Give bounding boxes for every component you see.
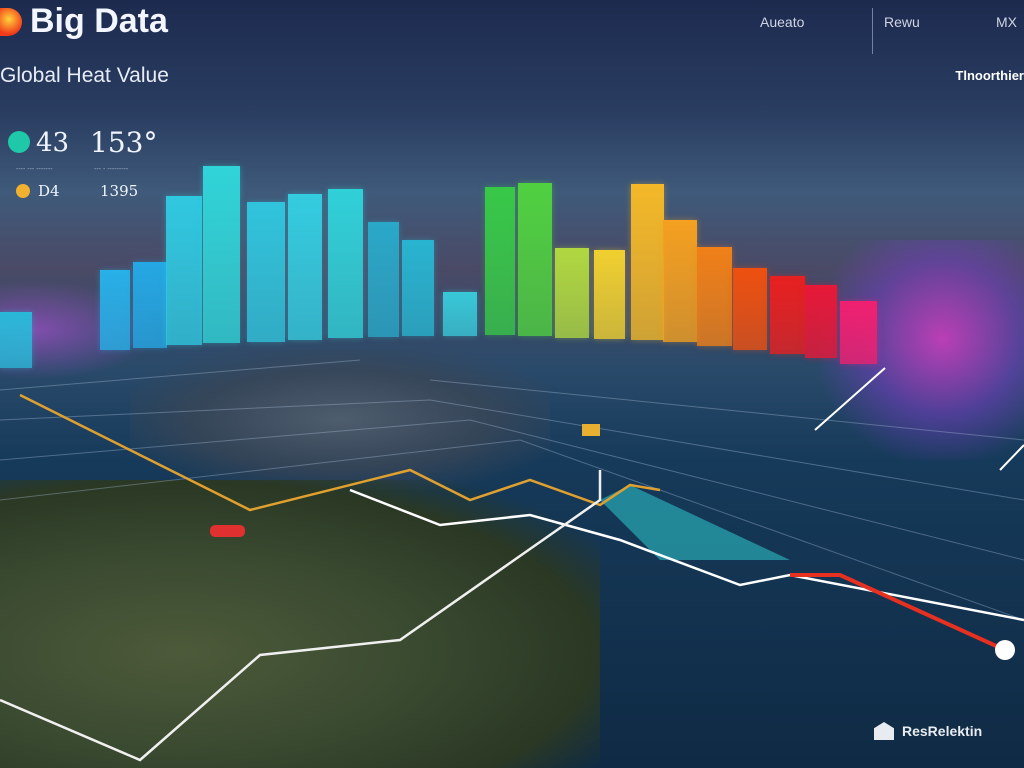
app-title: Big Data [30,2,168,40]
bar [133,262,167,348]
status-dot-icon [8,131,30,153]
bar [328,189,363,338]
endpoint-marker [995,640,1015,660]
footer-label: ResRelektin [902,723,983,739]
stat-caption: --- - --------- [94,166,129,173]
bar [663,220,697,342]
stat-value: 153° [90,126,158,159]
stat-caption: ---- --- ------- [16,166,53,173]
bar [402,240,434,336]
teal-area [600,485,790,560]
white-line-2 [0,470,602,762]
header-label: Tlnoorthier [955,68,1024,83]
logo-icon [0,7,22,36]
map-marker [582,424,600,436]
footer-link[interactable]: ResRelektin [874,722,982,740]
bar [840,301,877,364]
orange-line [19,393,661,512]
divider [872,8,873,54]
bar [485,187,515,335]
map-land [0,480,600,768]
map-city [130,350,550,490]
nav-item[interactable]: MX [996,14,1017,30]
logo[interactable]: Big Data [0,2,168,41]
bar [697,247,732,346]
bar [368,222,399,337]
bar [288,194,322,340]
bar [166,196,202,345]
bar [733,268,767,350]
nav-item[interactable]: Rewu [884,14,920,30]
bar [555,248,589,338]
bar [518,183,552,336]
stat-value: 1395 [100,182,139,200]
status-dot-icon [16,184,30,198]
bar [770,276,805,354]
bar [443,292,477,336]
bar [594,250,625,339]
stat-value: 43 [36,128,70,158]
bar [0,312,32,368]
red-line [790,573,1006,652]
stat-value: D4 [38,182,60,200]
map-marker [210,525,245,537]
page-subtitle: Global Heat Value [0,64,169,87]
nav-item[interactable]: Aueato [760,14,805,30]
bar [100,270,130,350]
bar [203,166,240,343]
bar [631,184,664,340]
bar [805,285,837,358]
home-icon [874,722,894,740]
bar [247,202,285,342]
